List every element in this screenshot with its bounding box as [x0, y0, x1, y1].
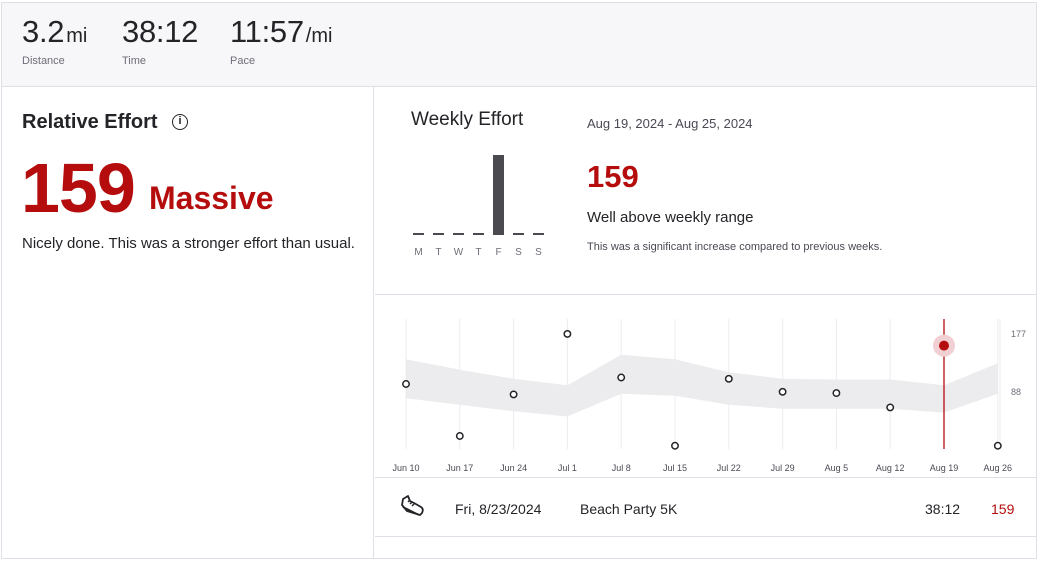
x-tick-label: Jun 17: [446, 463, 473, 473]
weekly-note: This was a significant increase compared…: [587, 241, 883, 253]
weekly-bar-empty: [413, 233, 424, 235]
stat-distance: 3.2 mi Distance: [22, 14, 88, 68]
data-point[interactable]: [886, 403, 895, 412]
x-tick-label: Aug 5: [825, 463, 849, 473]
weekly-day-label: F: [495, 247, 501, 258]
weekly-bar-empty: [513, 233, 524, 235]
relative-effort-section: Relative Effort i 159 Massive Nicely don…: [2, 87, 374, 558]
x-tick-label: Jun 24: [500, 463, 527, 473]
stat-pace: 11:57/mi Pace: [230, 14, 333, 68]
activity-name[interactable]: Beach Party 5K: [580, 501, 678, 517]
x-tick-label: Jul 1: [558, 463, 577, 473]
weekly-effort-title: Weekly Effort: [411, 109, 524, 130]
x-tick-label: Jul 29: [771, 463, 795, 473]
x-tick-label: Aug 26: [984, 463, 1013, 473]
pace-value: 11:57: [230, 14, 304, 49]
data-point[interactable]: [832, 389, 841, 398]
activity-score: 159: [991, 501, 1015, 517]
x-tick-label: Jun 10: [392, 463, 419, 473]
weekly-range-text: Well above weekly range: [587, 209, 754, 226]
data-point[interactable]: [724, 374, 733, 383]
weekly-day-label: S: [535, 247, 542, 258]
time-label: Time: [122, 55, 147, 67]
pace-label: Pace: [230, 55, 256, 67]
trend-chart-svg: 177 88 Jun 10 Jun 17 Jun 24 Jul 1 Jul 8 Jul 15 J…: [392, 319, 1026, 473]
weekly-day-label: S: [515, 247, 522, 258]
weekly-bar-empty: [473, 233, 484, 235]
weekly-effort-score: 159: [587, 159, 639, 194]
data-point[interactable]: [671, 441, 679, 450]
x-tick-label: Aug 19: [930, 463, 959, 473]
distance-label: Distance: [22, 55, 65, 67]
data-point[interactable]: [778, 387, 787, 396]
stat-time: 38:12 Time: [122, 14, 199, 68]
shoe-icon: [401, 495, 424, 516]
weekly-bar-empty: [533, 233, 544, 235]
weekly-effort-section: Weekly Effort Aug 19, 2024 - Aug 25, 202…: [375, 87, 1036, 295]
stats-bar: 3.2 mi Distance 38:12 Time 11:57/mi Pace: [2, 3, 1036, 87]
relative-effort-description: Nicely done. This was a stronger effort …: [22, 235, 355, 252]
weekly-day-label: T: [435, 247, 441, 258]
pace-unit: /mi: [305, 25, 333, 47]
weekly-range-band: [406, 354, 998, 417]
y-tick-label: 177: [1011, 329, 1026, 339]
weekly-bar-empty: [433, 233, 444, 235]
time-value: 38:12: [122, 14, 199, 49]
x-tick-label: Jul 15: [663, 463, 687, 473]
data-point[interactable]: [402, 380, 410, 388]
weekly-date-range: Aug 19, 2024 - Aug 25, 2024: [587, 116, 753, 131]
weekly-day-label: M: [414, 247, 422, 258]
x-tick-label: Jul 22: [717, 463, 741, 473]
effort-trend-chart: 177 88 Jun 10 Jun 17 Jun 24 Jul 1 Jul 8 Jul 15 J…: [375, 299, 1036, 479]
relative-effort-level: Massive: [149, 180, 274, 216]
data-point[interactable]: [993, 441, 1002, 450]
relative-effort-score: 159: [21, 149, 136, 227]
weekly-day-label: T: [475, 247, 481, 258]
weekly-bar: [493, 155, 504, 235]
weekly-day-label: W: [454, 247, 464, 258]
info-icon[interactable]: i: [172, 114, 188, 130]
data-point[interactable]: [455, 432, 464, 440]
distance-unit: mi: [66, 25, 88, 47]
data-point[interactable]: [563, 330, 572, 338]
activity-time: 38:12: [925, 501, 961, 517]
relative-effort-title: Relative Effort: [22, 111, 158, 133]
activity-row[interactable]: Fri, 8/23/2024 Beach Party 5K 38:12 159: [375, 477, 1036, 537]
data-point[interactable]: [617, 373, 626, 382]
y-tick-label: 88: [1011, 387, 1021, 397]
x-tick-label: Jul 8: [612, 463, 631, 473]
activity-date: Fri, 8/23/2024: [455, 501, 542, 517]
selected-data-point[interactable]: [939, 340, 949, 351]
data-point[interactable]: [509, 390, 518, 399]
distance-value: 3.2: [22, 14, 65, 49]
weekly-bar-empty: [453, 233, 464, 235]
x-tick-label: Aug 12: [876, 463, 905, 473]
